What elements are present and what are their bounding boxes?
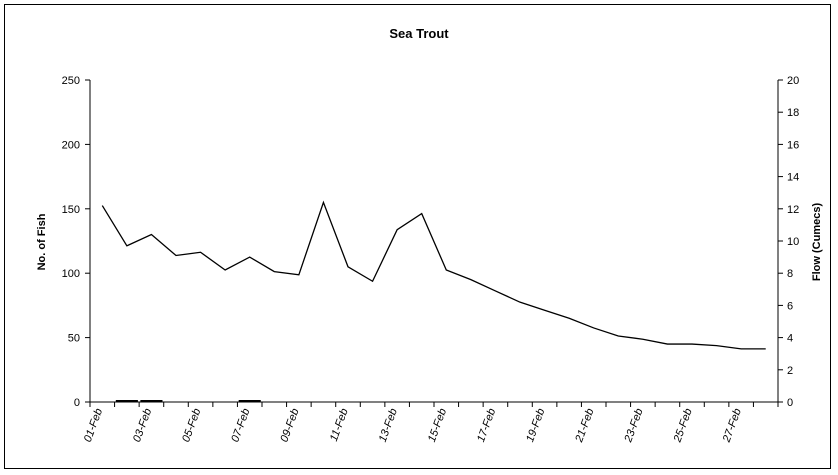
x-tick-label: 25-Feb <box>671 407 695 445</box>
y-tick-label: 250 <box>62 75 80 87</box>
fish-count-bar <box>140 400 163 402</box>
y-tick-label: 150 <box>62 204 80 216</box>
y-axis-title: No. of Fish <box>36 213 48 270</box>
x-tick-label: 13-Feb <box>377 407 400 444</box>
y-tick-label: 100 <box>62 268 80 280</box>
y-tick-label: 50 <box>68 333 80 345</box>
chart-area <box>4 4 831 469</box>
x-tick-label: 23-Feb <box>622 407 646 445</box>
y2-tick-label: 10 <box>787 236 799 248</box>
y2-tick-label: 2 <box>787 365 793 377</box>
y2-axis-title: Flow (Cumecs) <box>811 203 823 282</box>
flow-line <box>101 200 766 350</box>
y2-tick-label: 18 <box>787 107 799 119</box>
y2-tick-label: 20 <box>787 75 799 87</box>
fish-count-bar <box>238 400 261 402</box>
chart-title: Sea Trout <box>389 26 449 41</box>
x-tick-label: 01-Feb <box>82 407 105 444</box>
x-tick-label: 27-Feb <box>720 407 744 445</box>
y2-tick-label: 16 <box>787 139 799 151</box>
y2-tick-label: 6 <box>787 300 793 312</box>
y2-tick-label: 0 <box>787 397 793 409</box>
x-tick-label: 15-Feb <box>426 407 449 444</box>
x-tick-label: 19-Feb <box>524 407 547 444</box>
y2-tick-label: 12 <box>787 204 799 216</box>
x-tick-label: 21-Feb <box>573 407 597 445</box>
y-tick-label: 0 <box>74 397 80 409</box>
x-tick-label: 05-Feb <box>180 407 203 444</box>
y2-tick-label: 14 <box>787 172 799 184</box>
y2-tick-label: 8 <box>787 268 793 280</box>
y2-tick-label: 4 <box>787 333 793 345</box>
y-tick-label: 200 <box>62 139 80 151</box>
x-tick-label: 17-Feb <box>475 407 498 444</box>
x-tick-label: 07-Feb <box>229 407 252 444</box>
x-tick-label: 11-Feb <box>328 407 351 443</box>
x-tick-label: 09-Feb <box>278 407 301 444</box>
x-tick-label: 03-Feb <box>131 407 154 444</box>
fish-count-bar <box>115 400 138 402</box>
